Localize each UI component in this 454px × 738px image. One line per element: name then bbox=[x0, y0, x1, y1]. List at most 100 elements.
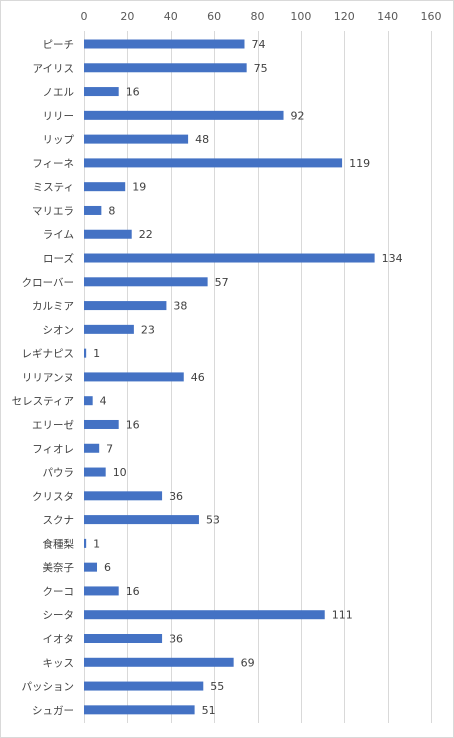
category-label: フィーネ bbox=[32, 158, 74, 170]
x-tick-label: 140 bbox=[377, 10, 398, 23]
bar bbox=[84, 205, 102, 215]
bar bbox=[84, 372, 184, 382]
data-label: 119 bbox=[349, 157, 370, 170]
category-label: 美奈子 bbox=[43, 561, 75, 574]
category-label: シュガー bbox=[32, 705, 74, 717]
x-tick-label: 120 bbox=[334, 10, 355, 23]
data-label: 53 bbox=[206, 514, 220, 527]
category-label: カルミア bbox=[32, 301, 74, 313]
category-label: イオタ bbox=[43, 634, 75, 646]
bar bbox=[84, 657, 234, 667]
category-label: 食種梨 bbox=[43, 537, 75, 550]
bar bbox=[84, 253, 375, 263]
category-label: エリーゼ bbox=[32, 419, 74, 431]
category-label: リリアンヌ bbox=[22, 372, 74, 384]
data-label: 1 bbox=[93, 537, 100, 550]
data-label: 75 bbox=[254, 62, 268, 75]
data-label: 36 bbox=[169, 633, 183, 646]
data-label: 4 bbox=[100, 395, 107, 408]
category-label: フィオレ bbox=[32, 443, 74, 455]
data-label: 134 bbox=[382, 252, 403, 265]
x-tick-label: 160 bbox=[421, 10, 442, 23]
category-label: パウラ bbox=[43, 467, 75, 479]
category-labels: ピーチアイリスノエルリリーリップフィーネミスティマリエラライムローズクローバーカ… bbox=[12, 39, 75, 717]
category-label: スクナ bbox=[43, 515, 75, 527]
bar bbox=[84, 182, 126, 192]
category-label: ノエル bbox=[43, 87, 75, 99]
data-label: 16 bbox=[126, 86, 140, 99]
category-label: クリスタ bbox=[32, 491, 74, 503]
gridlines bbox=[84, 31, 432, 723]
bar bbox=[84, 277, 208, 287]
bar bbox=[84, 87, 119, 97]
data-label: 16 bbox=[126, 585, 140, 598]
bar bbox=[84, 491, 163, 501]
data-label: 48 bbox=[195, 133, 209, 146]
data-label: 16 bbox=[126, 418, 140, 431]
bar bbox=[84, 63, 247, 73]
data-label: 8 bbox=[108, 204, 115, 217]
data-label: 38 bbox=[173, 300, 187, 313]
data-label: 1 bbox=[93, 347, 100, 360]
data-label: 19 bbox=[132, 181, 146, 194]
bar bbox=[84, 515, 199, 525]
bar bbox=[84, 110, 284, 120]
bar bbox=[84, 443, 100, 453]
bar bbox=[84, 634, 163, 643]
bar bbox=[84, 586, 119, 596]
category-label: クーコ bbox=[43, 586, 75, 598]
x-tick-label: 80 bbox=[251, 10, 265, 23]
category-label: レギナピス bbox=[22, 348, 75, 360]
category-label: ローズ bbox=[43, 252, 74, 265]
x-tick-label: 20 bbox=[120, 10, 134, 23]
category-label: ミスティ bbox=[33, 182, 74, 194]
category-label: マリエラ bbox=[32, 205, 74, 217]
bar bbox=[84, 467, 106, 477]
category-label: リリー bbox=[43, 110, 75, 122]
data-label: 69 bbox=[241, 656, 255, 669]
category-label: キッス bbox=[43, 657, 75, 669]
bar bbox=[84, 610, 325, 620]
data-label: 10 bbox=[113, 466, 127, 479]
bar bbox=[84, 562, 98, 572]
data-label: 74 bbox=[251, 38, 265, 51]
category-label: アイリス bbox=[33, 63, 74, 75]
data-label: 22 bbox=[139, 228, 153, 241]
x-axis-ticks: 0 20 40 60 80 100 120 140 160 bbox=[81, 10, 442, 23]
data-label: 6 bbox=[104, 561, 111, 574]
data-labels: 7475169248119198221345738231464167103653… bbox=[93, 38, 402, 717]
bar bbox=[84, 229, 132, 239]
x-tick-label: 100 bbox=[290, 10, 311, 23]
data-label: 55 bbox=[210, 680, 224, 693]
bar bbox=[84, 134, 189, 144]
bar bbox=[84, 348, 87, 358]
bar bbox=[84, 396, 93, 406]
data-label: 36 bbox=[169, 490, 183, 503]
data-label: 51 bbox=[202, 704, 216, 717]
x-tick-label: 0 bbox=[81, 10, 88, 23]
bar bbox=[84, 324, 134, 334]
bar bbox=[84, 39, 245, 49]
data-label: 46 bbox=[191, 371, 205, 384]
category-label: リップ bbox=[43, 134, 75, 146]
category-label: ライム bbox=[43, 229, 74, 241]
category-label: クローバー bbox=[22, 277, 74, 289]
category-label: シータ bbox=[43, 610, 75, 622]
bar bbox=[84, 419, 119, 429]
data-label: 23 bbox=[141, 323, 155, 336]
category-label: パッション bbox=[22, 681, 75, 693]
x-tick-label: 40 bbox=[164, 10, 178, 23]
data-label: 7 bbox=[106, 442, 113, 455]
data-label: 92 bbox=[291, 109, 305, 122]
bar bbox=[84, 301, 167, 311]
category-label: ピーチ bbox=[43, 39, 75, 51]
category-label: セレスティア bbox=[12, 396, 74, 408]
data-label: 111 bbox=[332, 609, 353, 622]
data-label: 57 bbox=[215, 276, 229, 289]
bar bbox=[84, 705, 195, 715]
bar bbox=[84, 538, 87, 548]
bar bbox=[84, 681, 204, 691]
x-tick-label: 60 bbox=[207, 10, 221, 23]
